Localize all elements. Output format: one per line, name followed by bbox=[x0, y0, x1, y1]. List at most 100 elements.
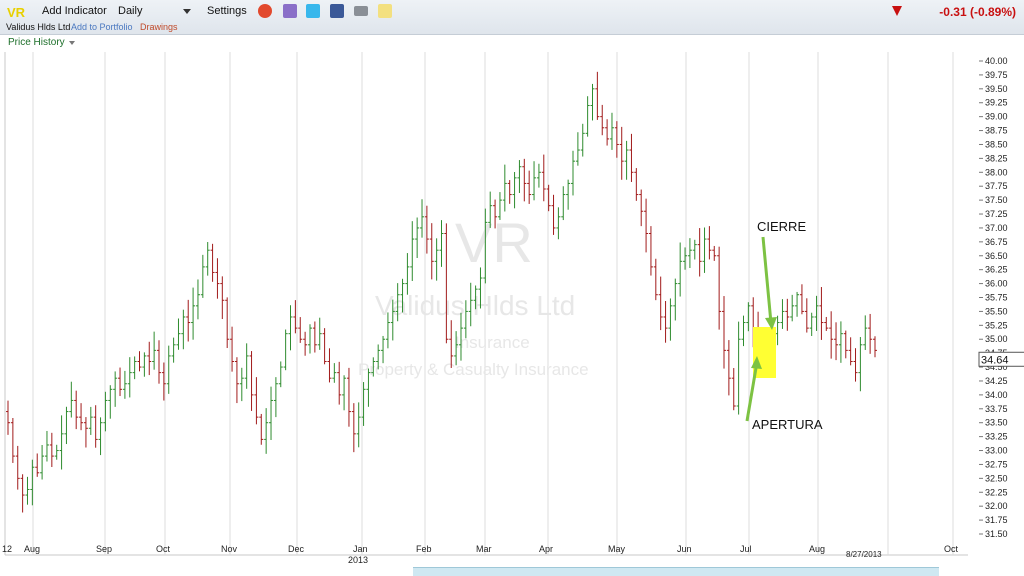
ohlc-bar bbox=[585, 96, 590, 137]
ohlc-bar bbox=[103, 391, 108, 432]
ohlc-bar bbox=[551, 194, 556, 235]
ohlc-bar bbox=[853, 348, 858, 382]
period-select[interactable]: Daily bbox=[118, 5, 143, 17]
ohlc-bar bbox=[69, 381, 74, 418]
ohlc-bar bbox=[322, 328, 327, 365]
settings-button[interactable]: Settings bbox=[207, 5, 247, 17]
price-down-icon bbox=[892, 6, 902, 16]
x-tick-label: Aug bbox=[24, 544, 40, 554]
x-tick-label: 12 bbox=[2, 544, 12, 554]
ohlc-bar bbox=[668, 298, 673, 341]
ohlc-bar bbox=[210, 243, 215, 282]
ohlc-bar bbox=[463, 300, 468, 339]
ohlc-bar bbox=[658, 276, 663, 331]
ohlc-bar bbox=[390, 299, 395, 341]
facebook-icon[interactable] bbox=[330, 4, 344, 18]
ohlc-bar bbox=[439, 220, 444, 267]
alarm-clock-icon[interactable] bbox=[258, 4, 272, 18]
annotation-apertura: APERTURA bbox=[752, 417, 823, 432]
add-indicator-button[interactable]: Add Indicator bbox=[42, 5, 107, 17]
ohlc-bar bbox=[186, 299, 191, 342]
y-tick-label: 32.00 bbox=[985, 501, 1008, 511]
ohlc-bar bbox=[303, 331, 308, 356]
ohlc-bar bbox=[98, 417, 103, 456]
y-tick-label: 35.00 bbox=[985, 334, 1008, 344]
ohlc-bar bbox=[283, 329, 288, 371]
ohlc-bar bbox=[356, 402, 361, 448]
ohlc-bar bbox=[244, 343, 249, 389]
ohlc-bar bbox=[424, 205, 429, 254]
ohlc-bar bbox=[40, 444, 45, 480]
y-tick-label: 39.75 bbox=[985, 70, 1008, 80]
ohlc-bar bbox=[30, 459, 35, 506]
ohlc-bar bbox=[234, 357, 239, 404]
ohlc-bar bbox=[25, 476, 30, 505]
ohlc-bar bbox=[152, 331, 157, 370]
y-tick-label: 39.25 bbox=[985, 98, 1008, 108]
ohlc-bar bbox=[639, 189, 644, 227]
ohlc-bar bbox=[644, 198, 649, 253]
ohlc-bar bbox=[142, 352, 147, 377]
ohlc-bar bbox=[434, 238, 439, 281]
ohlc-bar bbox=[454, 331, 459, 366]
ohlc-bar bbox=[609, 112, 614, 150]
x-tick-label: May bbox=[608, 544, 626, 554]
ohlc-bar bbox=[600, 104, 605, 136]
x-tick-label: Oct bbox=[944, 544, 959, 554]
watermark-ticker: VR bbox=[455, 211, 533, 274]
ohlc-bar bbox=[137, 351, 142, 372]
ohlc-bar bbox=[385, 312, 390, 349]
chevron-down-icon[interactable] bbox=[183, 9, 191, 14]
ohlc-bar bbox=[653, 258, 658, 301]
y-tick-label: 33.50 bbox=[985, 418, 1008, 428]
ohlc-bar bbox=[775, 315, 780, 346]
y-tick-label: 38.25 bbox=[985, 153, 1008, 163]
company-name: Validus Hlds Ltd bbox=[6, 22, 71, 32]
y-tick-label: 37.50 bbox=[985, 195, 1008, 205]
ohlc-bar bbox=[54, 444, 59, 460]
ohlc-bar bbox=[624, 140, 629, 180]
ohlc-bar bbox=[176, 318, 181, 350]
y-tick-label: 38.00 bbox=[985, 167, 1008, 177]
y-tick-label: 36.00 bbox=[985, 279, 1008, 289]
y-tick-label: 38.50 bbox=[985, 139, 1008, 149]
ohlc-bar bbox=[785, 298, 790, 331]
add-portfolio-link[interactable]: Add to Portfolio bbox=[71, 22, 133, 32]
y-tick-label: 40.00 bbox=[985, 56, 1008, 66]
ohlc-bar bbox=[220, 276, 225, 320]
price-history-caret-icon[interactable] bbox=[69, 41, 75, 45]
note-icon[interactable] bbox=[378, 4, 392, 18]
ohlc-bar bbox=[327, 348, 332, 383]
x-axis: 12 Aug Sep Oct Nov Dec Jan Feb Mar Apr May Jun Jul Au… bbox=[2, 544, 959, 565]
price-history-tab[interactable]: Price History bbox=[8, 37, 65, 48]
y-tick-label: 31.50 bbox=[985, 529, 1008, 539]
ohlc-bar bbox=[166, 345, 171, 394]
ohlc-bar bbox=[561, 186, 566, 221]
ohlc-bar bbox=[512, 172, 517, 209]
ohlc-bar bbox=[497, 192, 502, 220]
ohlc-bar bbox=[580, 123, 585, 157]
camera-icon[interactable] bbox=[354, 6, 368, 16]
ohlc-bar bbox=[712, 245, 717, 261]
drawings-link[interactable]: Drawings bbox=[140, 22, 178, 32]
ohlc-bar bbox=[873, 336, 877, 358]
ohlc-bar bbox=[824, 316, 829, 331]
ohlc-bar bbox=[488, 191, 493, 228]
ohlc-bar bbox=[863, 315, 868, 350]
ohlc-bar bbox=[566, 179, 571, 210]
ohlc-bar bbox=[278, 361, 283, 388]
ohlc-bar bbox=[458, 312, 463, 361]
y-tick-label: 32.50 bbox=[985, 473, 1008, 483]
apertura-arrow bbox=[745, 361, 759, 422]
x-tick-label: Feb bbox=[416, 544, 432, 554]
book-icon[interactable] bbox=[283, 4, 297, 18]
ohlc-bar bbox=[683, 247, 688, 270]
twitter-icon[interactable] bbox=[306, 4, 320, 18]
last-price-box bbox=[978, 351, 1024, 367]
ohlc-bar bbox=[473, 285, 478, 310]
ohlc-bar bbox=[809, 312, 814, 336]
ohlc-bar bbox=[648, 226, 653, 276]
chart-scrollbar[interactable] bbox=[413, 567, 939, 576]
ohlc-bar bbox=[848, 337, 853, 366]
